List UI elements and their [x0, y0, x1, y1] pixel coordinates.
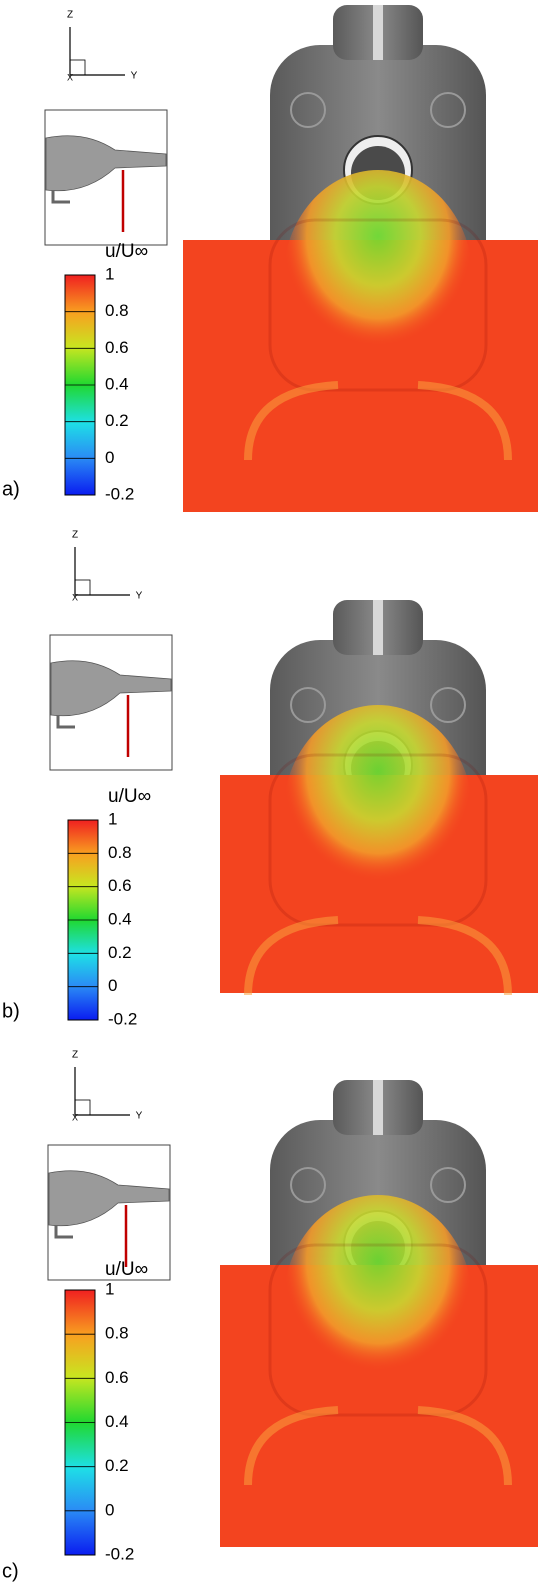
colorbar-tick-label: -0.2: [108, 1009, 137, 1028]
panel-label: a): [2, 478, 20, 500]
colorbar-tick-label: 1: [108, 809, 117, 828]
panel-label: c): [2, 1560, 19, 1582]
colorbar-title: u/U∞: [108, 786, 151, 807]
axis-z-label: Z: [72, 1050, 78, 1061]
colorbar-tick-label: -0.2: [105, 1544, 134, 1563]
neck-stripe: [373, 5, 383, 60]
colorbar-tick-label: -0.2: [105, 484, 134, 503]
panel: Z Y Xu/U∞ 1 0.8 0.6 0.4 0.2 0 -0.2 b): [2, 530, 538, 1029]
colorbar-title: u/U∞: [105, 241, 148, 262]
plume: [283, 1195, 473, 1415]
colorbar-tick-label: 0.6: [105, 338, 129, 357]
axis-z-label: Z: [67, 10, 73, 21]
axis-x-label: X: [72, 592, 78, 602]
axis-triad: [75, 547, 130, 595]
axis-y-label: Y: [136, 1111, 143, 1122]
colorbar-title: u/U∞: [105, 1259, 148, 1280]
colorbar-tick-label: 0.8: [105, 301, 129, 320]
axis-y-label: Y: [136, 591, 143, 602]
colorbar-tick-label: 0: [108, 976, 117, 995]
axis-z-label: Z: [72, 530, 78, 541]
axis-y-label: Y: [131, 71, 138, 82]
colorbar-tick-label: 0.6: [105, 1368, 129, 1387]
neck-stripe: [373, 1080, 383, 1135]
panel-label: b): [2, 1000, 20, 1022]
colorbar-tick-label: 0.2: [105, 411, 129, 430]
axis-triad: [70, 27, 125, 75]
colorbar-tick-label: 0.4: [108, 909, 132, 928]
panel: Z Y Xu/U∞ 1 0.8 0.6 0.4 0.2 0 -0.2 a): [2, 5, 538, 512]
axis-x-label: X: [72, 1112, 78, 1122]
colorbar-tick-label: 0.4: [105, 1412, 129, 1431]
colorbar-tick-label: 0.8: [105, 1324, 129, 1343]
colorbar-tick-label: 0.6: [108, 876, 132, 895]
neck-stripe: [373, 600, 383, 655]
panel: Z Y Xu/U∞1 0.8 0.6 0.4 0.2 0 -0.2 c): [2, 1050, 538, 1582]
axis-x-label: X: [67, 72, 73, 82]
colorbar-tick-label: 0.2: [108, 943, 132, 962]
colorbar-tick-label: 0.4: [105, 374, 129, 393]
colorbar-tick-label: 0.2: [105, 1456, 129, 1475]
colorbar-tick-label: 0: [105, 1500, 114, 1519]
colorbar-tick-label: 1: [105, 264, 114, 283]
figure: ZYXu/U∞10.80.60.40.20-0.2a)ZYXu/U∞10.80.…: [0, 0, 538, 1582]
axis-triad: [75, 1067, 130, 1115]
colorbar-tick-label: 0.8: [108, 843, 132, 862]
plume: [283, 705, 473, 925]
colorbar-tick-label: 1: [105, 1279, 114, 1298]
colorbar-tick-label: 0: [105, 448, 114, 467]
plume: [283, 170, 473, 390]
